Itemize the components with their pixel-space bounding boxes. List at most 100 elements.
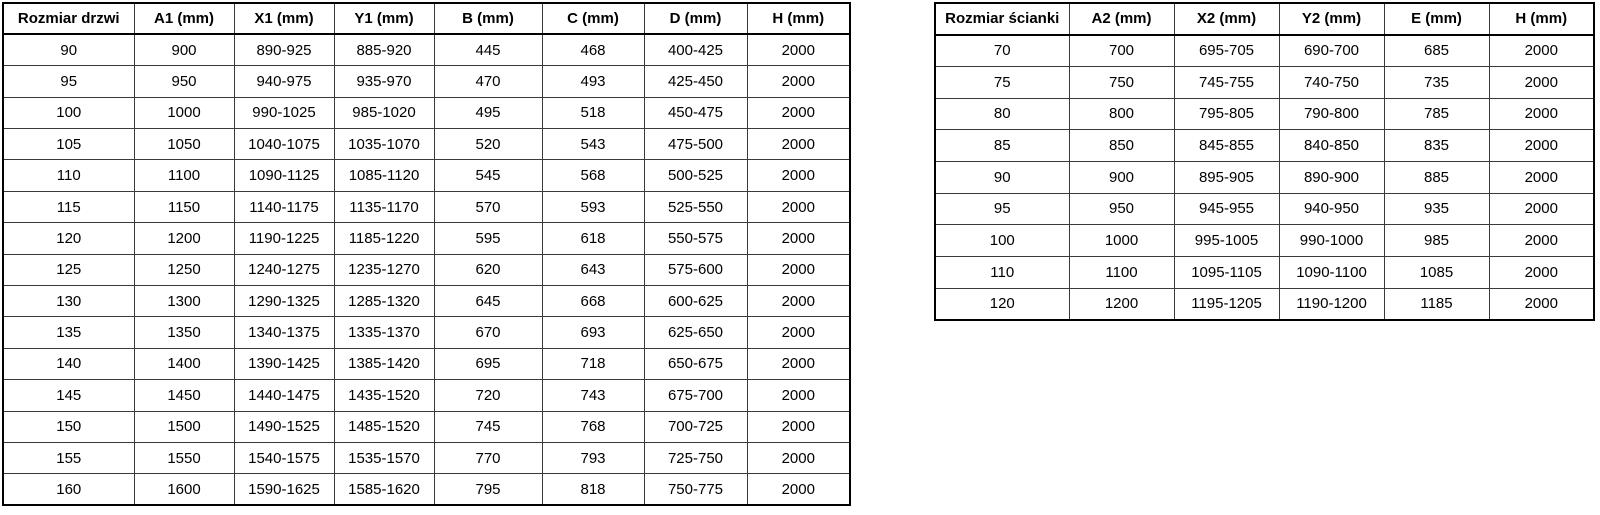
table-cell: 768 [541,410,645,443]
table-cell: 1350 [133,316,235,349]
table-cell: 1485-1520 [333,410,435,443]
table-cell: 885 [1383,160,1490,194]
table-cell: 2000 [746,441,851,475]
table-cell: 700-725 [643,410,748,443]
table-cell: 885-920 [333,33,435,67]
table-cell: 1135-1170 [333,190,435,224]
table-cell: 1240-1275 [233,253,335,287]
table-cell: 618 [541,222,645,255]
table-cell: 1535-1570 [333,441,435,475]
table-row: 105 1050 1040-1075 1035-1070 520 543 475-500 20… [2,128,851,161]
table-cell: 1250 [133,253,235,287]
column-header: X2 (mm) [1173,2,1280,36]
table-cell: 520 [433,128,543,161]
table-row: 110 1100 1095-1105 1090-1100 1085 2000 [934,256,1595,289]
door-table-header-row: Rozmiar drzwi A1 (mm) X1 (mm) Y1 (mm) B (mm)… [2,1,851,36]
table-cell: 1000 [1068,224,1175,257]
table-cell: 770 [433,441,543,475]
table-cell: 675-700 [643,379,748,412]
table-cell: 140 [2,347,135,381]
table-cell: 685 [1383,34,1490,67]
table-cell: 115 [2,190,135,224]
table-cell: 1150 [133,190,235,224]
table-cell: 668 [541,285,645,318]
table-cell: 785 [1383,97,1490,131]
table-cell: 790-800 [1278,97,1385,131]
table-cell: 518 [541,96,645,130]
table-cell: 2000 [746,316,851,349]
table-cell: 155 [2,441,135,475]
table-row: 150 1500 1490-1525 1485-1520 745 768 700-725 20… [2,410,851,443]
table-cell: 130 [2,285,135,318]
table-cell: 2000 [746,33,851,67]
table-row: 95 950 940-975 935-970 470 493 425-450 2000 [2,65,851,98]
table-cell: 2000 [746,65,851,98]
table-cell: 425-450 [643,65,748,98]
table-cell: 1185-1220 [333,222,435,255]
table-cell: 720 [433,379,543,412]
table-cell: 90 [934,160,1070,194]
table-cell: 120 [934,287,1070,321]
table-cell: 1085-1120 [333,159,435,192]
table-cell: 2000 [746,222,851,255]
table-cell: 2000 [746,190,851,224]
table-cell: 145 [2,379,135,412]
table-cell: 985-1020 [333,96,435,130]
column-header: D (mm) [643,1,748,36]
table-cell: 950 [133,65,235,98]
table-cell: 800 [1068,97,1175,131]
table-cell: 593 [541,190,645,224]
table-row: 90 900 895-905 890-900 885 2000 [934,160,1595,194]
table-cell: 735 [1383,65,1490,99]
table-cell: 625-650 [643,316,748,349]
table-cell: 935 [1383,192,1490,226]
table-cell: 493 [541,65,645,98]
table-cell: 643 [541,253,645,287]
column-header: C (mm) [541,1,645,36]
table-cell: 2000 [746,473,851,507]
table-row: 145 1450 1440-1475 1435-1520 720 743 675-700 20… [2,379,851,412]
table-cell: 650-675 [643,347,748,381]
table-cell: 940-950 [1278,192,1385,226]
table-cell: 2000 [746,159,851,192]
table-cell: 1450 [133,379,235,412]
table-row: 90 900 890-925 885-920 445 468 400-425 2000 [2,33,851,67]
table-cell: 1000 [133,96,235,130]
table-cell: 1490-1525 [233,410,335,443]
table-cell: 645 [433,285,543,318]
table-cell: 2000 [746,285,851,318]
table-cell: 818 [541,473,645,507]
table-cell: 840-850 [1278,129,1385,162]
wall-size-table: Rozmiar ścianki A2 (mm) X2 (mm) Y2 (mm) E (m… [934,2,1595,321]
table-cell: 890-900 [1278,160,1385,194]
table-cell: 468 [541,33,645,67]
table-cell: 1185 [1383,287,1490,321]
table-row: 100 1000 990-1025 985-1020 495 518 450-475 2000 [2,96,851,130]
table-cell: 745 [433,410,543,443]
table-cell: 695-705 [1173,34,1280,67]
column-header: A2 (mm) [1068,2,1175,36]
table-cell: 1285-1320 [333,285,435,318]
table-row: 125 1250 1240-1275 1235-1270 620 643 575-600 20… [2,253,851,287]
table-cell: 835 [1383,129,1490,162]
table-cell: 1200 [133,222,235,255]
table-cell: 90 [2,33,135,67]
table-cell: 2000 [1488,34,1595,67]
table-cell: 85 [934,129,1070,162]
column-header: H (mm) [1488,2,1595,36]
table-cell: 570 [433,190,543,224]
table-cell: 1140-1175 [233,190,335,224]
table-cell: 990-1000 [1278,224,1385,257]
table-cell: 890-925 [233,33,335,67]
table-cell: 900 [1068,160,1175,194]
table-row: 160 1600 1590-1625 1585-1620 795 818 750-775 20… [2,473,851,507]
table-cell: 2000 [746,128,851,161]
column-header: H (mm) [746,1,851,36]
table-cell: 2000 [1488,256,1595,289]
table-cell: 2000 [746,96,851,130]
table-cell: 690-700 [1278,34,1385,67]
table-cell: 110 [934,256,1070,289]
table-row: 155 1550 1540-1575 1535-1570 770 793 725-750 20… [2,441,851,475]
table-cell: 695 [433,347,543,381]
table-cell: 1235-1270 [333,253,435,287]
